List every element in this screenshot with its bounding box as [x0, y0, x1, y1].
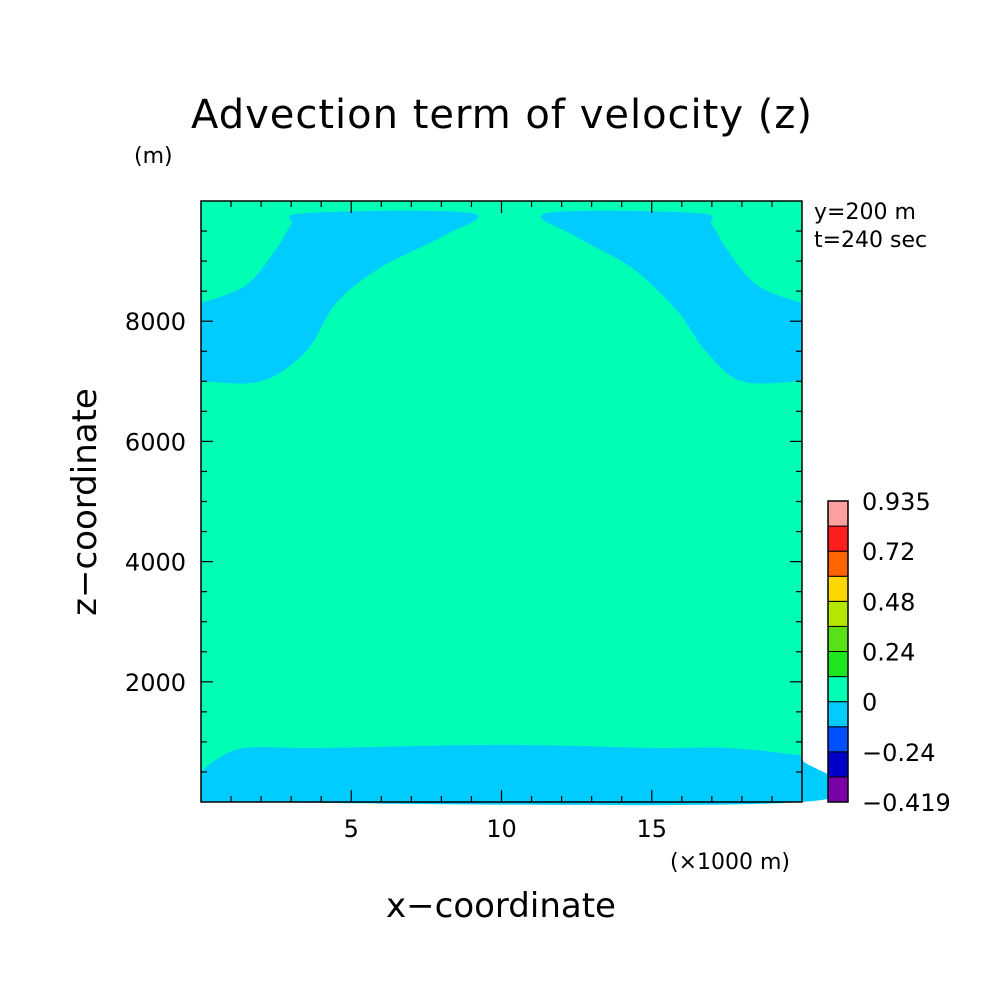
y-tick-label: 4000: [125, 549, 186, 577]
colorbar-swatch: [827, 500, 849, 527]
x-tick-label: 5: [344, 815, 359, 843]
colorbar-swatch: [827, 701, 849, 728]
colorbar-label: 0.48: [862, 588, 915, 616]
colorbar-label: 0.935: [862, 488, 931, 516]
annotation-y-position: y=200 m: [814, 200, 916, 225]
colorbar-swatch: [827, 575, 849, 602]
y-axis-label: z−coordinate: [65, 388, 105, 616]
contour-region-1: [540, 210, 802, 384]
colorbar-swatch: [827, 751, 849, 778]
y-tick-label: 2000: [125, 669, 186, 697]
colorbar-swatch: [827, 600, 849, 627]
x-axis-label: x−coordinate: [386, 886, 616, 926]
colorbar-swatch: [827, 726, 849, 753]
y-axis-unit: (m): [134, 144, 173, 169]
colorbar-swatch: [827, 625, 849, 653]
colorbar-swatch: [827, 525, 849, 552]
colorbar-swatch: [827, 651, 849, 678]
colorbar-label: −0.419: [862, 789, 951, 817]
colorbar-label: −0.24: [862, 739, 936, 767]
colorbar-frame: [827, 500, 849, 803]
chart-title: Advection term of velocity (z): [191, 92, 813, 138]
x-tick-label: 15: [636, 815, 667, 843]
colorbar-label: 0.72: [862, 538, 915, 566]
colorbar-swatch: [827, 676, 849, 703]
colorbar-swatch: [827, 550, 849, 577]
y-tick-label: 6000: [125, 428, 186, 456]
x-tick-label: 10: [486, 815, 517, 843]
y-tick-label: 8000: [125, 308, 186, 336]
x-axis-unit: (×1000 m): [670, 850, 791, 875]
colorbar-swatch: [827, 776, 849, 803]
annotation-time: t=240 sec: [814, 228, 928, 253]
contour-region-0: [201, 210, 479, 384]
colorbar-label: 0: [862, 689, 877, 717]
colorbar-label: 0.24: [862, 639, 915, 667]
contour-region-2: [201, 744, 848, 806]
